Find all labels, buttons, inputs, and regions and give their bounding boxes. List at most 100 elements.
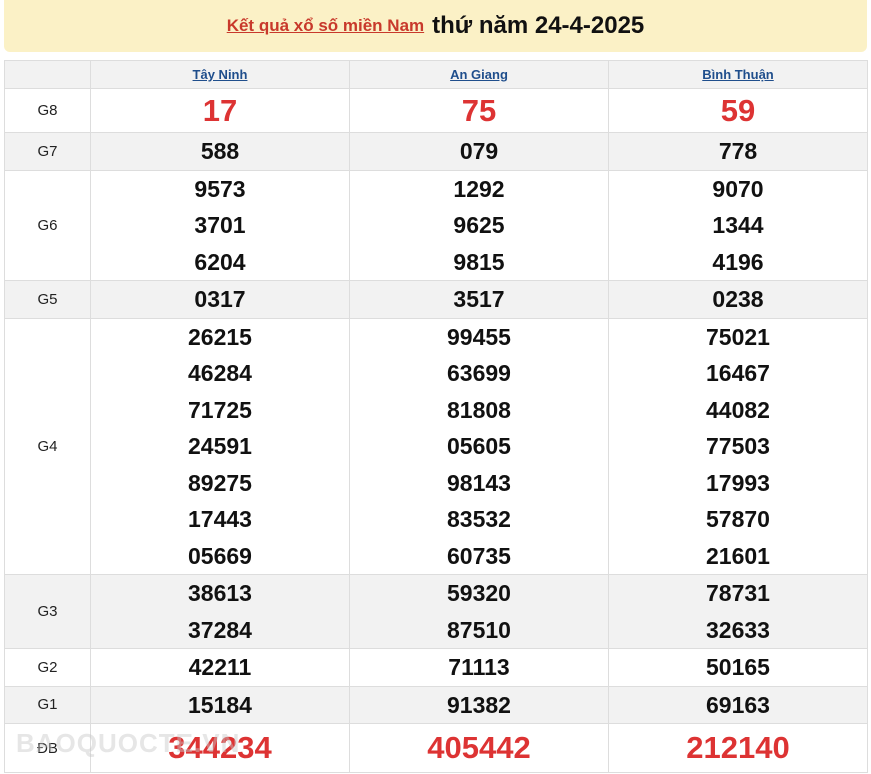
prize-cell: 91382 [349, 685, 609, 724]
prize-number: 3701 [194, 212, 246, 238]
province-link[interactable]: An Giang [450, 67, 508, 82]
prize-cell: 0238 [608, 280, 868, 319]
prize-cell: 344234 [90, 723, 350, 773]
prize-cell: 78731 32633 [608, 574, 868, 649]
prize-number: 75 [461, 93, 497, 128]
prize-number: 91382 [447, 691, 511, 718]
prize-cell: 778 [608, 132, 868, 171]
prize-number: 9573 [194, 175, 246, 202]
prize-cell: 588 [90, 132, 350, 171]
prize-number: 1292 [453, 175, 505, 202]
prize-number: 75021 [706, 323, 770, 350]
prize-number: 9070 [712, 175, 764, 202]
province-header: Tây Ninh [90, 60, 350, 89]
prize-cell: 9573 3701 6204 [90, 169, 350, 281]
prize-cell: 50165 [608, 648, 868, 687]
prize-number: 81808 [447, 396, 511, 423]
prize-number: 63699 [447, 360, 511, 386]
prize-cell: 59 [608, 88, 868, 133]
prize-row: G7 588 079 778 [4, 132, 868, 171]
prize-number: 99455 [447, 323, 511, 350]
prize-label: G1 [4, 685, 91, 724]
prize-label: G7 [4, 132, 91, 171]
prize-row: G8 17 75 59 [4, 88, 868, 133]
prize-number: 17 [202, 93, 238, 128]
prize-number: 4196 [712, 248, 764, 275]
prize-cell: 405442 [349, 723, 609, 773]
prize-row: G5 0317 3517 0238 [4, 280, 868, 319]
prize-number: 78731 [706, 580, 770, 606]
title-banner: Kết quả xổ số miền Nam thứ năm 24-4-2025 [4, 0, 867, 52]
prize-number: 17443 [188, 506, 252, 532]
prize-number: 0317 [194, 286, 246, 312]
prize-label: G5 [4, 280, 91, 319]
results-table: Tây Ninh An Giang Bình Thuận G8 17 75 59 G7 5… [4, 60, 868, 773]
prize-number: 079 [459, 138, 499, 164]
prize-number: 59320 [447, 580, 511, 606]
province-header: Bình Thuận [608, 60, 868, 89]
prize-number: 46284 [188, 360, 252, 386]
prize-cell: 1292 9625 9815 [349, 169, 609, 281]
prize-number: 405442 [427, 730, 531, 765]
prize-number: 42211 [188, 654, 252, 680]
prize-number: 6204 [194, 248, 246, 275]
prize-number: 212140 [686, 730, 790, 765]
province-header: An Giang [349, 60, 609, 89]
prize-number: 0238 [712, 286, 764, 312]
prize-number: 44082 [706, 396, 770, 423]
prize-number: 87510 [447, 616, 511, 643]
prize-number: 26215 [188, 323, 252, 350]
prize-number: 89275 [188, 469, 252, 496]
prize-cell: 59320 87510 [349, 574, 609, 649]
prize-number: 77503 [706, 433, 770, 459]
prize-number: 344234 [168, 730, 272, 765]
prize-number: 05669 [188, 542, 252, 569]
prize-number: 71113 [448, 654, 510, 680]
prize-number: 778 [718, 138, 758, 164]
corner-cell [4, 60, 91, 89]
prize-number: 32633 [706, 616, 770, 643]
prize-cell: 17 [90, 88, 350, 133]
prize-cell: 15184 [90, 685, 350, 724]
prize-number: 37284 [188, 616, 252, 643]
prize-number: 50165 [706, 654, 770, 680]
prize-label: ĐB [4, 723, 91, 773]
prize-number: 1344 [712, 212, 764, 238]
province-link[interactable]: Bình Thuận [702, 67, 774, 82]
prize-number: 9625 [453, 212, 505, 238]
prize-number: 38613 [188, 580, 252, 606]
prize-cell: 42211 [90, 648, 350, 687]
prize-number: 24591 [188, 433, 252, 459]
prize-number: 69163 [706, 691, 770, 718]
prize-number: 3517 [453, 286, 505, 312]
prize-number: 9815 [453, 248, 505, 275]
prize-number: 05605 [447, 433, 511, 459]
prize-cell: 69163 [608, 685, 868, 724]
prize-number: 83532 [447, 506, 511, 532]
prize-number: 588 [200, 138, 240, 164]
prize-number: 15184 [188, 691, 252, 718]
prize-cell: 75 [349, 88, 609, 133]
prize-label: G8 [4, 88, 91, 133]
prize-cell: 079 [349, 132, 609, 171]
prize-number: 59 [720, 93, 756, 128]
prize-number: 60735 [447, 542, 511, 569]
province-link[interactable]: Tây Ninh [192, 67, 248, 82]
prize-cell: 75021 16467 44082 77503 17993 57870 21601 [608, 317, 868, 575]
prize-number: 57870 [706, 506, 770, 532]
prize-cell: 71113 [349, 648, 609, 687]
prize-number: 17993 [706, 469, 770, 496]
prize-label: G3 [4, 574, 91, 649]
prize-row: ĐB 344234 405442 212140 [4, 723, 868, 773]
prize-row: G3 38613 37284 59320 87510 78731 32633 [4, 574, 868, 649]
prize-number: 71725 [188, 396, 252, 423]
prize-cell: 3517 [349, 280, 609, 319]
prize-label: G4 [4, 317, 91, 575]
prize-number: 21601 [706, 542, 770, 569]
prize-number: 98143 [447, 469, 511, 496]
watermark: BAOQUOCTE.VN [16, 728, 241, 758]
results-link[interactable]: Kết quả xổ số miền Nam [226, 16, 425, 35]
prize-cell: 38613 37284 [90, 574, 350, 649]
prize-row: G1 15184 91382 69163 [4, 685, 868, 724]
prize-label: G6 [4, 169, 91, 281]
